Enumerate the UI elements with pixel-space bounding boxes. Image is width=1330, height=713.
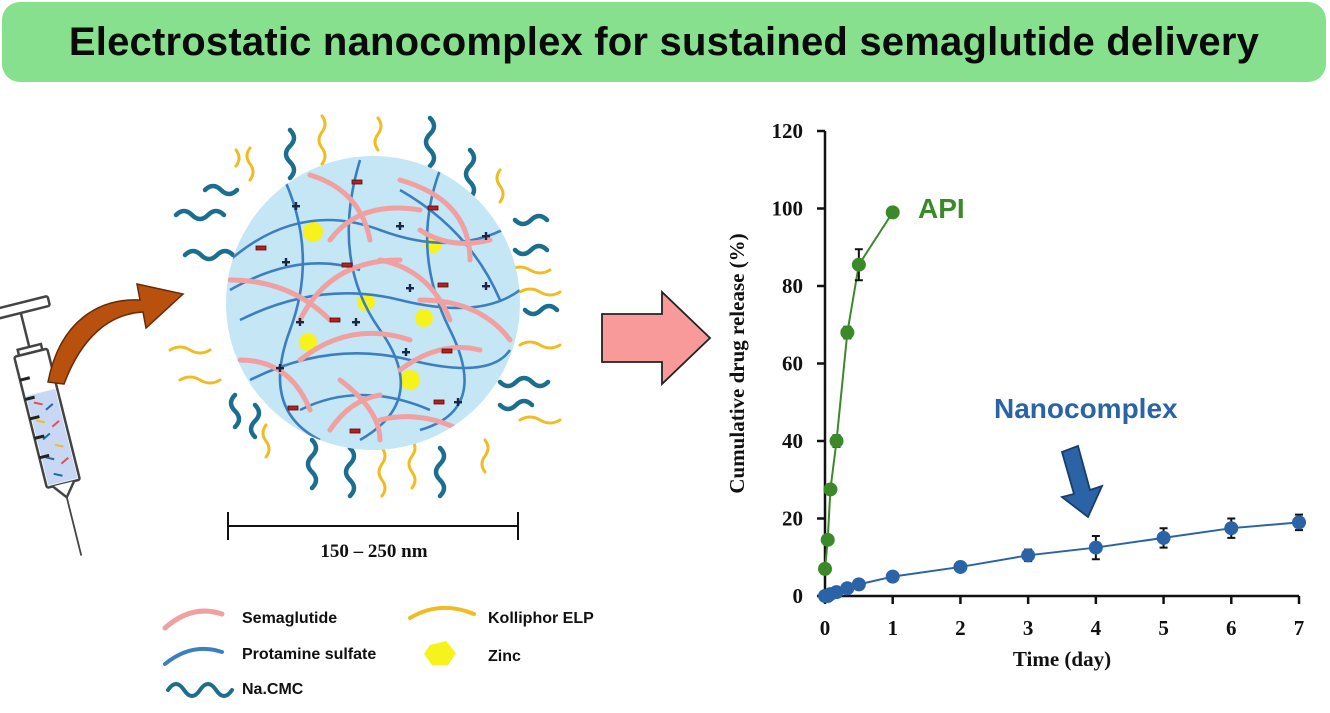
y-tick-label: 40 — [782, 429, 803, 453]
legend-cmc-swatch — [166, 682, 234, 698]
data-point-nanocomplex — [1088, 540, 1103, 555]
data-point-nanocomplex — [851, 577, 866, 592]
legend-semaglutide-label: Semaglutide — [242, 610, 337, 627]
y-axis-label: Cumulative drug release (%) — [725, 233, 749, 493]
x-tick-label: 5 — [1158, 616, 1169, 640]
legend: Semaglutide Kolliphor ELP Protamine sulf… — [162, 605, 594, 698]
y-tick-label: 120 — [772, 119, 804, 143]
legend-protamine-label: Protamine sulfate — [242, 646, 376, 663]
result-arrow-icon — [601, 289, 712, 387]
legend-protamine-swatch — [163, 647, 224, 666]
data-point-api — [885, 205, 900, 220]
data-point-api — [823, 482, 838, 497]
x-tick-label: 0 — [820, 616, 831, 640]
y-tick-label: 100 — [772, 197, 804, 221]
x-tick-label: 6 — [1226, 616, 1237, 640]
legend-zinc-swatch — [424, 641, 456, 665]
x-tick-label: 4 — [1091, 616, 1102, 640]
x-axis-label: Time (day) — [1013, 647, 1111, 671]
y-tick-label: 60 — [782, 352, 803, 376]
chart-series — [818, 205, 1306, 603]
title-banner: Electrostatic nanocomplex for sustained … — [2, 2, 1326, 82]
semaglutide-chains — [227, 172, 513, 443]
negative-charges — [255, 179, 453, 434]
y-tick-label: 20 — [782, 507, 803, 531]
y-tick-label: 0 — [793, 584, 804, 608]
data-point-nanocomplex — [1156, 530, 1171, 545]
x-tick-label: 1 — [887, 616, 898, 640]
scale-bar-label: 150 – 250 nm — [320, 541, 427, 562]
data-point-nanocomplex — [1292, 515, 1306, 530]
data-point-nanocomplex — [953, 559, 968, 574]
data-point-nanocomplex — [1021, 548, 1036, 563]
data-point-nanocomplex — [885, 569, 900, 584]
legend-zinc-label: Zinc — [488, 648, 521, 665]
data-point-api — [820, 532, 835, 547]
chart-axes: 0 20 40 60 80 100 120 0 1 2 3 4 5 6 7 — [772, 119, 1305, 640]
nanocomplex-particle — [168, 114, 562, 499]
syringe-icon — [0, 295, 83, 556]
y-tick-label: 80 — [782, 274, 803, 298]
nanocomplex-pointer-arrow — [1059, 444, 1104, 519]
kolliphor-chains — [168, 114, 562, 498]
x-tick-label: 2 — [955, 616, 966, 640]
page-title: Electrostatic nanocomplex for sustained … — [68, 19, 1260, 64]
legend-semaglutide-swatch — [162, 608, 225, 631]
data-point-api — [818, 561, 832, 576]
legend-cmc-label: Na.CMC — [242, 681, 304, 698]
series-label-nanocomplex: Nanocomplex — [994, 393, 1178, 424]
legend-kolliphor-label: Kolliphor ELP — [488, 610, 594, 627]
cmc-chains — [173, 115, 560, 499]
data-point-nanocomplex — [840, 581, 855, 596]
x-tick-label: 7 — [1294, 616, 1305, 640]
injection-arrow-icon — [47, 283, 185, 385]
series-label-api: API — [918, 193, 965, 224]
legend-kolliphor-swatch — [408, 605, 476, 620]
scale-bar — [227, 512, 519, 540]
data-point-api — [851, 257, 866, 272]
positive-charges — [276, 202, 490, 406]
data-point-api — [840, 325, 855, 340]
release-chart: 0 20 40 60 80 100 120 0 1 2 3 4 5 6 7 Cumulative drug … — [725, 119, 1306, 671]
data-point-nanocomplex — [829, 585, 844, 600]
data-point-api — [829, 434, 844, 448]
data-point-nanocomplex — [1224, 521, 1239, 536]
x-tick-label: 3 — [1023, 616, 1034, 640]
